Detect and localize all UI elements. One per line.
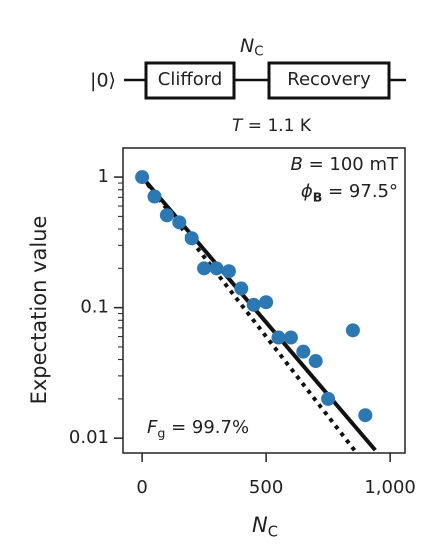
gate-label: Recovery xyxy=(287,69,371,90)
data-point xyxy=(147,189,162,204)
y-tick-label: 0.01 xyxy=(69,427,109,448)
text-part: F xyxy=(147,417,158,438)
data-point xyxy=(283,330,298,345)
data-point xyxy=(296,344,311,359)
text-part: N xyxy=(252,513,268,537)
data-point xyxy=(246,297,261,312)
data-point xyxy=(259,295,274,310)
text-part: T xyxy=(232,116,244,136)
data-point xyxy=(271,330,286,345)
text-part: = 97.5° xyxy=(322,181,398,202)
rich-text: B = 100 mT xyxy=(291,154,399,175)
gate-label: Clifford xyxy=(158,69,223,90)
rich-text: NC xyxy=(240,35,264,60)
data-point xyxy=(358,408,373,423)
text-part: N xyxy=(240,35,254,57)
y-axis-label: Expectation value xyxy=(27,216,51,405)
text-part: C xyxy=(268,523,278,540)
circuit: |0⟩ Clifford Recovery xyxy=(90,61,406,100)
x-tick-label: 1,000 xyxy=(364,477,416,498)
data-point xyxy=(159,208,174,223)
fit-line xyxy=(140,175,359,453)
data-point xyxy=(197,261,212,276)
data-point xyxy=(172,215,187,230)
rich-text: NC xyxy=(252,513,278,540)
data-point xyxy=(135,170,150,185)
gate-box xyxy=(144,61,236,100)
data-point xyxy=(184,231,199,246)
data-point xyxy=(321,391,336,406)
y-tick-label: 0.1 xyxy=(80,297,109,318)
x-tick-label: 500 xyxy=(249,477,283,498)
text-part: = 100 mT xyxy=(303,154,399,175)
rich-text: ϕB = 97.5° xyxy=(301,181,398,204)
rich-text: Fg = 99.7% xyxy=(147,417,249,440)
text-part: = 99.7% xyxy=(165,417,249,438)
text-part: B xyxy=(313,189,323,204)
text-part: B xyxy=(291,154,303,175)
data-point xyxy=(209,261,224,276)
data-point xyxy=(345,323,360,338)
data-point xyxy=(221,264,236,279)
plot-frame xyxy=(122,147,406,454)
y-tick-label: 1 xyxy=(98,166,109,187)
text-part: = 1.1 K xyxy=(242,116,311,136)
x-tick-label: 0 xyxy=(136,477,147,498)
text-part: ϕ xyxy=(301,181,313,202)
gate-box xyxy=(267,61,391,100)
rich-text: T = 1.1 K xyxy=(232,116,312,136)
data-point xyxy=(234,281,249,296)
data-point xyxy=(308,354,323,369)
state-label: |0⟩ xyxy=(90,70,116,92)
text-part: C xyxy=(254,45,263,60)
text-part: g xyxy=(157,425,165,440)
